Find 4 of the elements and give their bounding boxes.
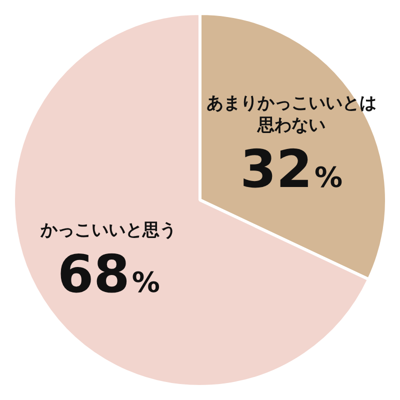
- data-label: 68%: [57, 244, 160, 305]
- data-label: 32%: [240, 140, 343, 200]
- slice-label: あまりかっこいいとは思わない: [206, 93, 376, 136]
- slice-label: かっこいいと思う: [40, 220, 177, 240]
